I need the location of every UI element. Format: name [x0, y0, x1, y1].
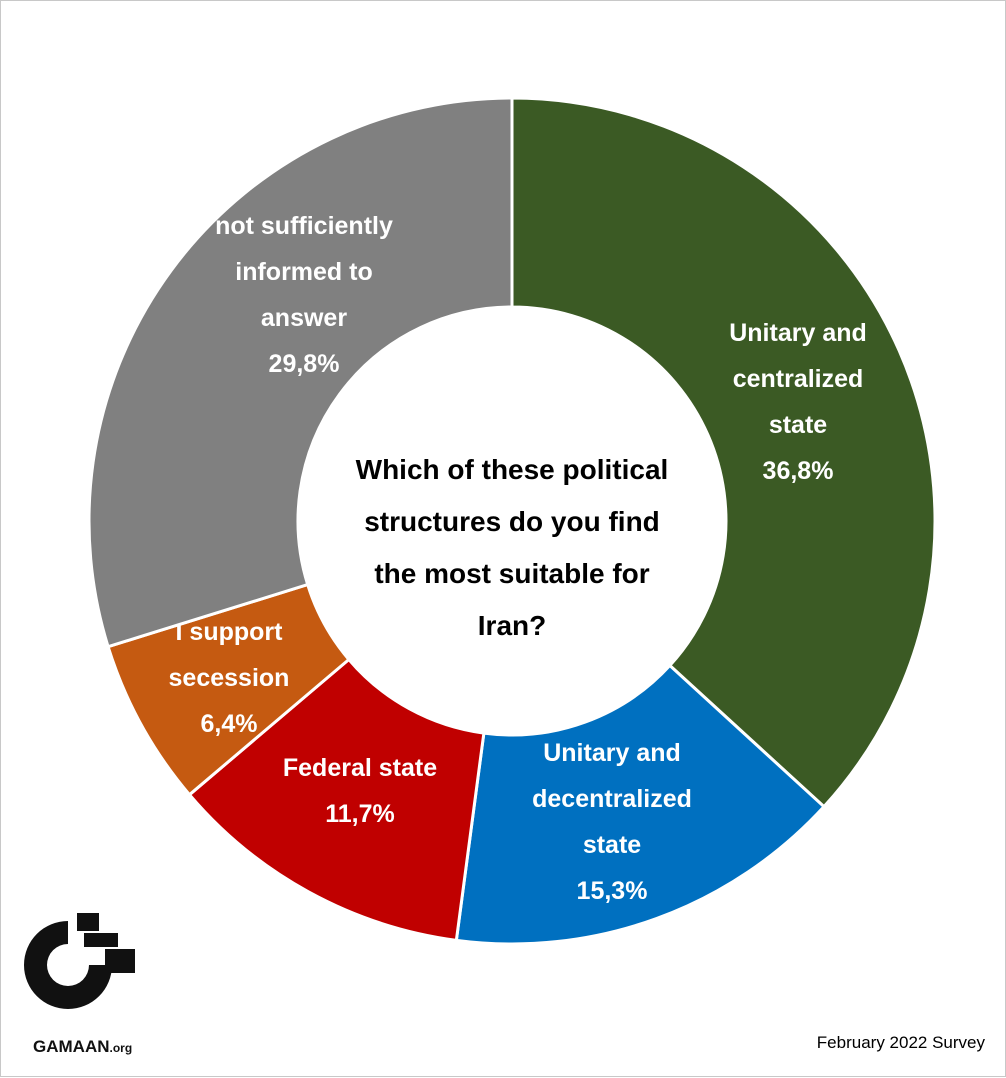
slice-category-label: state	[769, 411, 827, 439]
slice-value-label: 36,8%	[763, 457, 834, 485]
slice-value-label: 29,8%	[269, 350, 340, 378]
slice-unitary-and-decentralized-state	[454, 663, 827, 946]
slice-category-label: secession	[169, 664, 290, 692]
chart-title-line: Iran?	[478, 610, 546, 641]
chart-title-line: the most suitable for	[374, 558, 649, 589]
slice-federal-state	[187, 657, 486, 943]
slice-category-label: informed to	[235, 258, 373, 286]
slice-category-label: I support	[176, 618, 284, 646]
slice-category-label: answer	[261, 304, 347, 332]
chart-title-line: structures do you find	[364, 506, 660, 537]
slice-category-label: Federal state	[283, 754, 437, 782]
slice-value-label: 6,4%	[201, 710, 258, 738]
brand-text: GAMAAN	[33, 1037, 110, 1056]
slice-category-label: state	[583, 831, 641, 859]
slice-value-label: 11,7%	[325, 800, 395, 828]
brand-suffix: .org	[109, 1041, 133, 1055]
slice-category-label: Unitary and	[543, 739, 681, 767]
slice-category-label: Unitary and	[729, 319, 867, 347]
survey-date-note: February 2022 Survey	[816, 1033, 985, 1052]
slice-category-label: centralized	[733, 365, 864, 393]
slice-category-label: not sufficiently	[215, 212, 393, 240]
slice-not-sufficiently-informed-to-answer	[87, 96, 514, 649]
slice-value-label: 15,3%	[577, 877, 648, 905]
slice-category-label: decentralized	[532, 785, 692, 813]
chart-title-line: Which of these political	[356, 454, 669, 485]
gamaan-logo-icon	[24, 913, 135, 1009]
slice-unitary-and-centralized-state	[510, 96, 937, 809]
brand-name: GAMAAN.org	[33, 1037, 132, 1057]
